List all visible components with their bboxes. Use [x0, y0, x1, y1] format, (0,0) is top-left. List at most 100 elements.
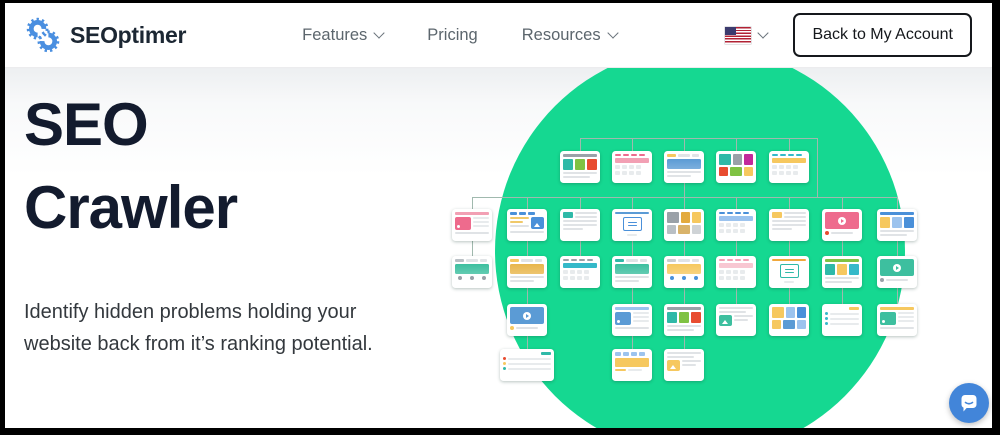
connector-line	[527, 197, 528, 209]
connector-line	[897, 241, 898, 256]
language-selector[interactable]	[725, 26, 770, 44]
nav-right-group: Back to My Account	[725, 13, 972, 57]
photo-icon	[667, 360, 680, 371]
connector-line	[632, 138, 633, 151]
video-player	[880, 259, 914, 276]
site-card-r2-c4	[664, 209, 704, 241]
site-card-r5-c3	[612, 349, 652, 381]
site-card-r1-c3	[612, 151, 652, 183]
nav-item-label: Resources	[521, 25, 601, 44]
logo-text: SEOptimer	[70, 21, 187, 48]
connector-line	[684, 138, 685, 151]
connector-line	[472, 241, 473, 256]
photo-icon	[531, 217, 544, 229]
nav-item-label: Pricing	[427, 25, 478, 44]
connector-line	[897, 197, 898, 209]
connector-line	[842, 288, 843, 304]
site-card-r2-c1	[507, 209, 547, 241]
page-title: SEO Crawler	[24, 91, 238, 241]
connector-line	[684, 241, 685, 256]
connector-line	[684, 288, 685, 304]
site-card-r5-c4	[664, 349, 704, 381]
hero-description: Identify hidden problems holding your we…	[24, 301, 373, 355]
connector-line	[736, 138, 737, 151]
connector-line	[897, 288, 898, 304]
connector-line	[527, 336, 528, 349]
seoptimer-gears-icon	[26, 17, 60, 53]
site-card-r3-c4	[664, 256, 704, 288]
connector-line	[736, 241, 737, 256]
connector-line	[842, 241, 843, 256]
site-card-r3-c7	[822, 256, 862, 288]
connector-line	[736, 288, 737, 304]
connector-line	[789, 138, 790, 151]
logo[interactable]: SEOptimer	[25, 17, 186, 53]
connector-line	[789, 241, 790, 256]
chat-widget-button[interactable]	[949, 383, 989, 423]
connector-line	[684, 183, 685, 197]
connector-line	[580, 241, 581, 256]
site-card-r4-c5	[716, 304, 756, 336]
site-card-r3-c6	[769, 256, 809, 288]
site-card-r4-c4	[664, 304, 704, 336]
rss-icon	[455, 217, 471, 230]
nav-item-resources[interactable]: Resources	[521, 25, 619, 45]
connector-line	[632, 336, 633, 349]
site-card-r2-c3	[612, 209, 652, 241]
site-card-r1-c4	[664, 151, 704, 183]
video-player	[510, 307, 544, 324]
site-card-r4-c3	[612, 304, 652, 336]
site-card-r3-c5	[716, 256, 756, 288]
chat-bubble-icon	[961, 395, 977, 412]
site-card-r3-c1	[507, 256, 547, 288]
site-card-r1-c2	[560, 151, 600, 183]
site-card-r3-c3	[612, 256, 652, 288]
chevron-down-icon	[757, 27, 770, 39]
connector-line	[736, 197, 737, 209]
connector-line	[842, 197, 843, 209]
seo-crawler-illustration	[5, 68, 992, 428]
connector-line	[632, 288, 633, 304]
connector-line	[789, 288, 790, 304]
main-menu: Features Pricing Resources	[302, 25, 619, 45]
connector-line	[527, 288, 528, 304]
site-card-r4-c6	[769, 304, 809, 336]
site-card-r4-c8	[877, 304, 917, 336]
video-player	[825, 212, 859, 229]
connector-line	[684, 197, 685, 209]
nav-item-label: Features	[302, 25, 368, 44]
connector-line	[632, 241, 633, 256]
rss-icon	[615, 312, 631, 325]
chevron-down-icon	[373, 27, 385, 39]
site-card-r2-c6	[769, 209, 809, 241]
site-card-r4-c7	[822, 304, 862, 336]
site-card-r3-c0	[452, 256, 492, 288]
nav-item-features[interactable]: Features	[302, 25, 385, 45]
connector-line	[817, 138, 818, 197]
nav-item-pricing[interactable]: Pricing	[427, 26, 477, 45]
flag-canton	[725, 26, 737, 35]
site-card-r4-c1	[507, 304, 547, 336]
back-to-account-button[interactable]: Back to My Account	[793, 13, 972, 57]
site-card-r1-c5	[716, 151, 756, 183]
connector-line	[789, 197, 790, 209]
site-card-r3-c2	[560, 256, 600, 288]
site-card-r2-c8	[877, 209, 917, 241]
site-card-r2-c0	[452, 209, 492, 241]
connector-line	[472, 197, 473, 209]
chevron-down-icon	[606, 27, 619, 39]
connector-line	[580, 197, 581, 209]
connector-line	[580, 138, 581, 151]
site-card-r1-c6	[769, 151, 809, 183]
site-card-r2-c7	[822, 209, 862, 241]
site-card-r3-c8	[877, 256, 917, 288]
connector-line	[580, 138, 817, 139]
us-flag-icon	[725, 26, 752, 44]
connector-line	[684, 336, 685, 349]
site-card-r2-c5	[716, 209, 756, 241]
site-card-r5-c1	[500, 349, 554, 381]
rss-icon	[880, 312, 896, 325]
photo-icon	[719, 315, 732, 326]
hero-section: SEO Crawler Identify hidden problems hol…	[5, 68, 992, 428]
